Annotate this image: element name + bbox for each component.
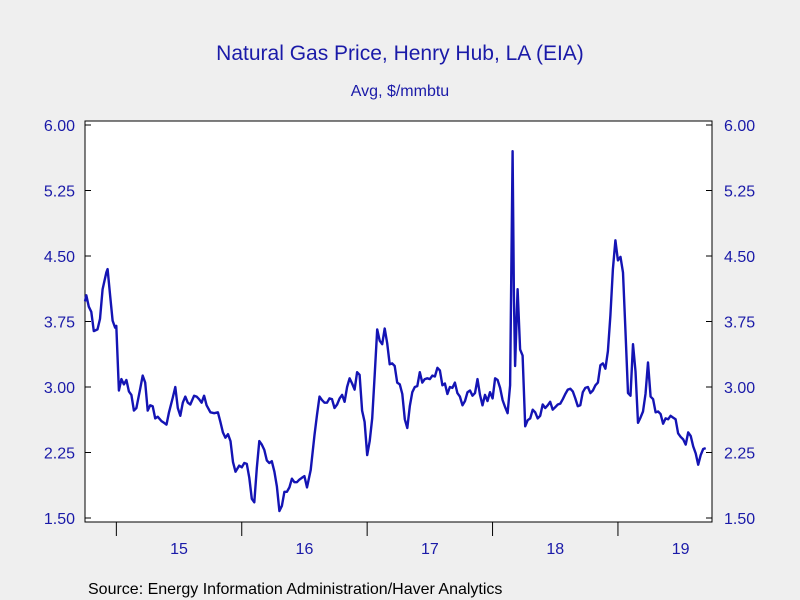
x-tick-label: 16 <box>296 541 314 558</box>
y-tick-label-right: 4.50 <box>724 249 755 266</box>
x-axis: 15 16 17 18 19 <box>115 522 690 558</box>
y-tick-label-right: 1.50 <box>724 511 755 528</box>
right-axis: 6.00 5.25 4.50 3.75 3.00 2.25 1.50 <box>706 118 755 528</box>
chart-title: Natural Gas Price, Henry Hub, LA (EIA) <box>216 42 584 65</box>
y-tick-label-left: 3.75 <box>44 315 75 332</box>
chart-subtitle: Avg, $/mmbtu <box>351 83 449 100</box>
series-line <box>83 150 707 513</box>
y-tick-label-right: 6.00 <box>724 118 755 135</box>
left-axis: 6.00 5.25 4.50 3.75 3.00 2.25 1.50 <box>44 118 91 528</box>
y-tick-label-right: 2.25 <box>724 446 755 463</box>
y-tick-label-left: 3.00 <box>44 380 75 397</box>
y-tick-label-left: 5.25 <box>44 184 75 201</box>
x-tick-label: 17 <box>421 541 439 558</box>
y-tick-label-right: 3.75 <box>724 315 755 332</box>
x-tick-label: 19 <box>672 541 690 558</box>
y-tick-label-left: 1.50 <box>44 511 75 528</box>
y-tick-label-left: 4.50 <box>44 249 75 266</box>
plot-area <box>84 120 713 523</box>
source-note: Source: Energy Information Administratio… <box>88 581 502 598</box>
y-tick-label-right: 5.25 <box>724 184 755 201</box>
y-tick-label-right: 3.00 <box>724 380 755 397</box>
x-tick-label: 15 <box>170 541 188 558</box>
y-tick-label-left: 6.00 <box>44 118 75 135</box>
y-tick-label-left: 2.25 <box>44 446 75 463</box>
x-tick-label: 18 <box>546 541 564 558</box>
